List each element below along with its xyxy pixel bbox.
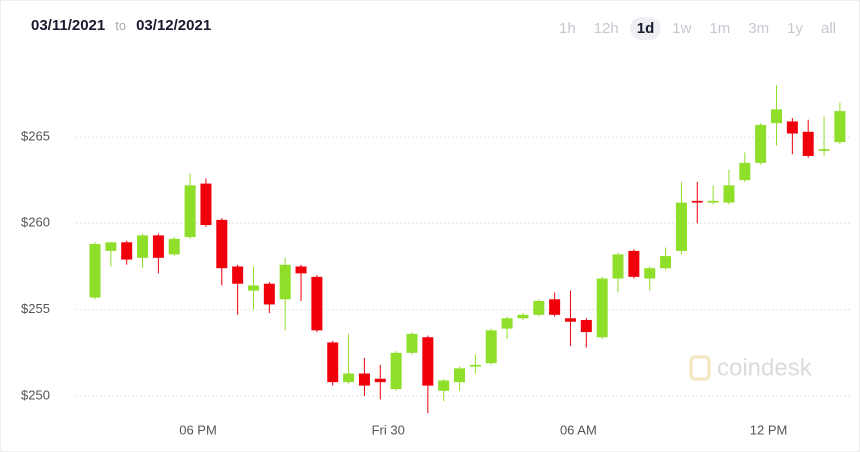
x-tick-label: Fri 30: [372, 422, 405, 437]
candle-body: [612, 254, 624, 279]
candle-body: [168, 238, 180, 255]
from-date[interactable]: 03/11/2021: [31, 17, 106, 34]
candle-body: [121, 242, 133, 260]
candle-body: [786, 121, 798, 134]
to-date[interactable]: 03/12/2021: [136, 17, 212, 34]
candle-body: [343, 373, 355, 383]
range-button[interactable]: 1y: [787, 20, 803, 37]
candle-body: [358, 373, 370, 386]
candle-body: [216, 219, 228, 269]
candle-body: [247, 285, 259, 291]
candle-body: [755, 124, 767, 163]
candle-body: [374, 378, 386, 383]
y-tick-label: $265: [21, 128, 50, 143]
candle-body: [644, 268, 656, 279]
candle-body: [771, 109, 783, 124]
candle-body: [707, 200, 719, 203]
candle-body: [469, 364, 481, 367]
candle-body: [660, 256, 672, 269]
x-tick-label: 12 PM: [750, 422, 788, 437]
candle-body: [422, 337, 434, 386]
x-tick-label: 06 AM: [560, 422, 597, 437]
candle-body: [137, 235, 149, 258]
watermark-logo: [689, 355, 711, 381]
candle-body: [232, 266, 244, 284]
candle-body: [390, 352, 402, 390]
candle-body: [105, 242, 117, 251]
candle-body: [675, 202, 687, 251]
separator: to: [115, 18, 127, 33]
candle-body: [818, 149, 830, 151]
x-tick-label: 06 PM: [179, 422, 217, 437]
candle-body: [802, 131, 814, 156]
candle-body: [327, 342, 339, 383]
range-button[interactable]: 3m: [748, 20, 770, 37]
candle-body: [263, 283, 275, 305]
y-tick-label: $255: [21, 301, 50, 316]
candle-body: [89, 244, 101, 298]
range-button[interactable]: 1m: [709, 20, 731, 37]
plot: $250 $255 $260 $265 06 PM Fri 30 06 AM 12 PM: [21, 85, 851, 437]
range-button[interactable]: 1w: [672, 20, 692, 37]
candle-body: [485, 330, 497, 364]
y-tick-label: $260: [21, 215, 50, 230]
candle-body: [279, 264, 291, 300]
watermark-group: coindesk: [689, 354, 813, 381]
candle-body: [406, 333, 418, 353]
candle-body: [549, 299, 561, 315]
candle-body: [454, 368, 466, 383]
candle-body: [311, 276, 323, 331]
candle-body: [564, 318, 576, 322]
candle-body: [501, 318, 513, 329]
range-button[interactable]: 1h: [559, 20, 576, 37]
candle-body: [295, 266, 307, 274]
candle-body: [580, 319, 592, 333]
candle-body: [723, 185, 735, 203]
candle-body: [184, 185, 196, 238]
candle-body: [200, 183, 212, 226]
candle-body: [533, 301, 545, 315]
candle-body: [691, 200, 703, 203]
watermark: coindesk: [717, 354, 813, 381]
date-range: 03/11/2021 to 03/12/2021: [31, 17, 211, 34]
candle-body: [628, 250, 640, 277]
candle-body: [596, 278, 608, 338]
range-button[interactable]: 12h: [593, 20, 619, 37]
candle-body: [739, 162, 751, 181]
candle-body: [438, 380, 450, 391]
candle-body: [152, 235, 164, 258]
range-button[interactable]: all: [820, 20, 836, 37]
candle-body: [517, 314, 529, 319]
candle-body: [834, 111, 846, 143]
range-buttons: 1h 12h 1d 1w 1m 3m 1y all: [552, 17, 843, 40]
range-button[interactable]: 1d: [629, 17, 662, 40]
y-tick-label: $250: [21, 387, 50, 402]
